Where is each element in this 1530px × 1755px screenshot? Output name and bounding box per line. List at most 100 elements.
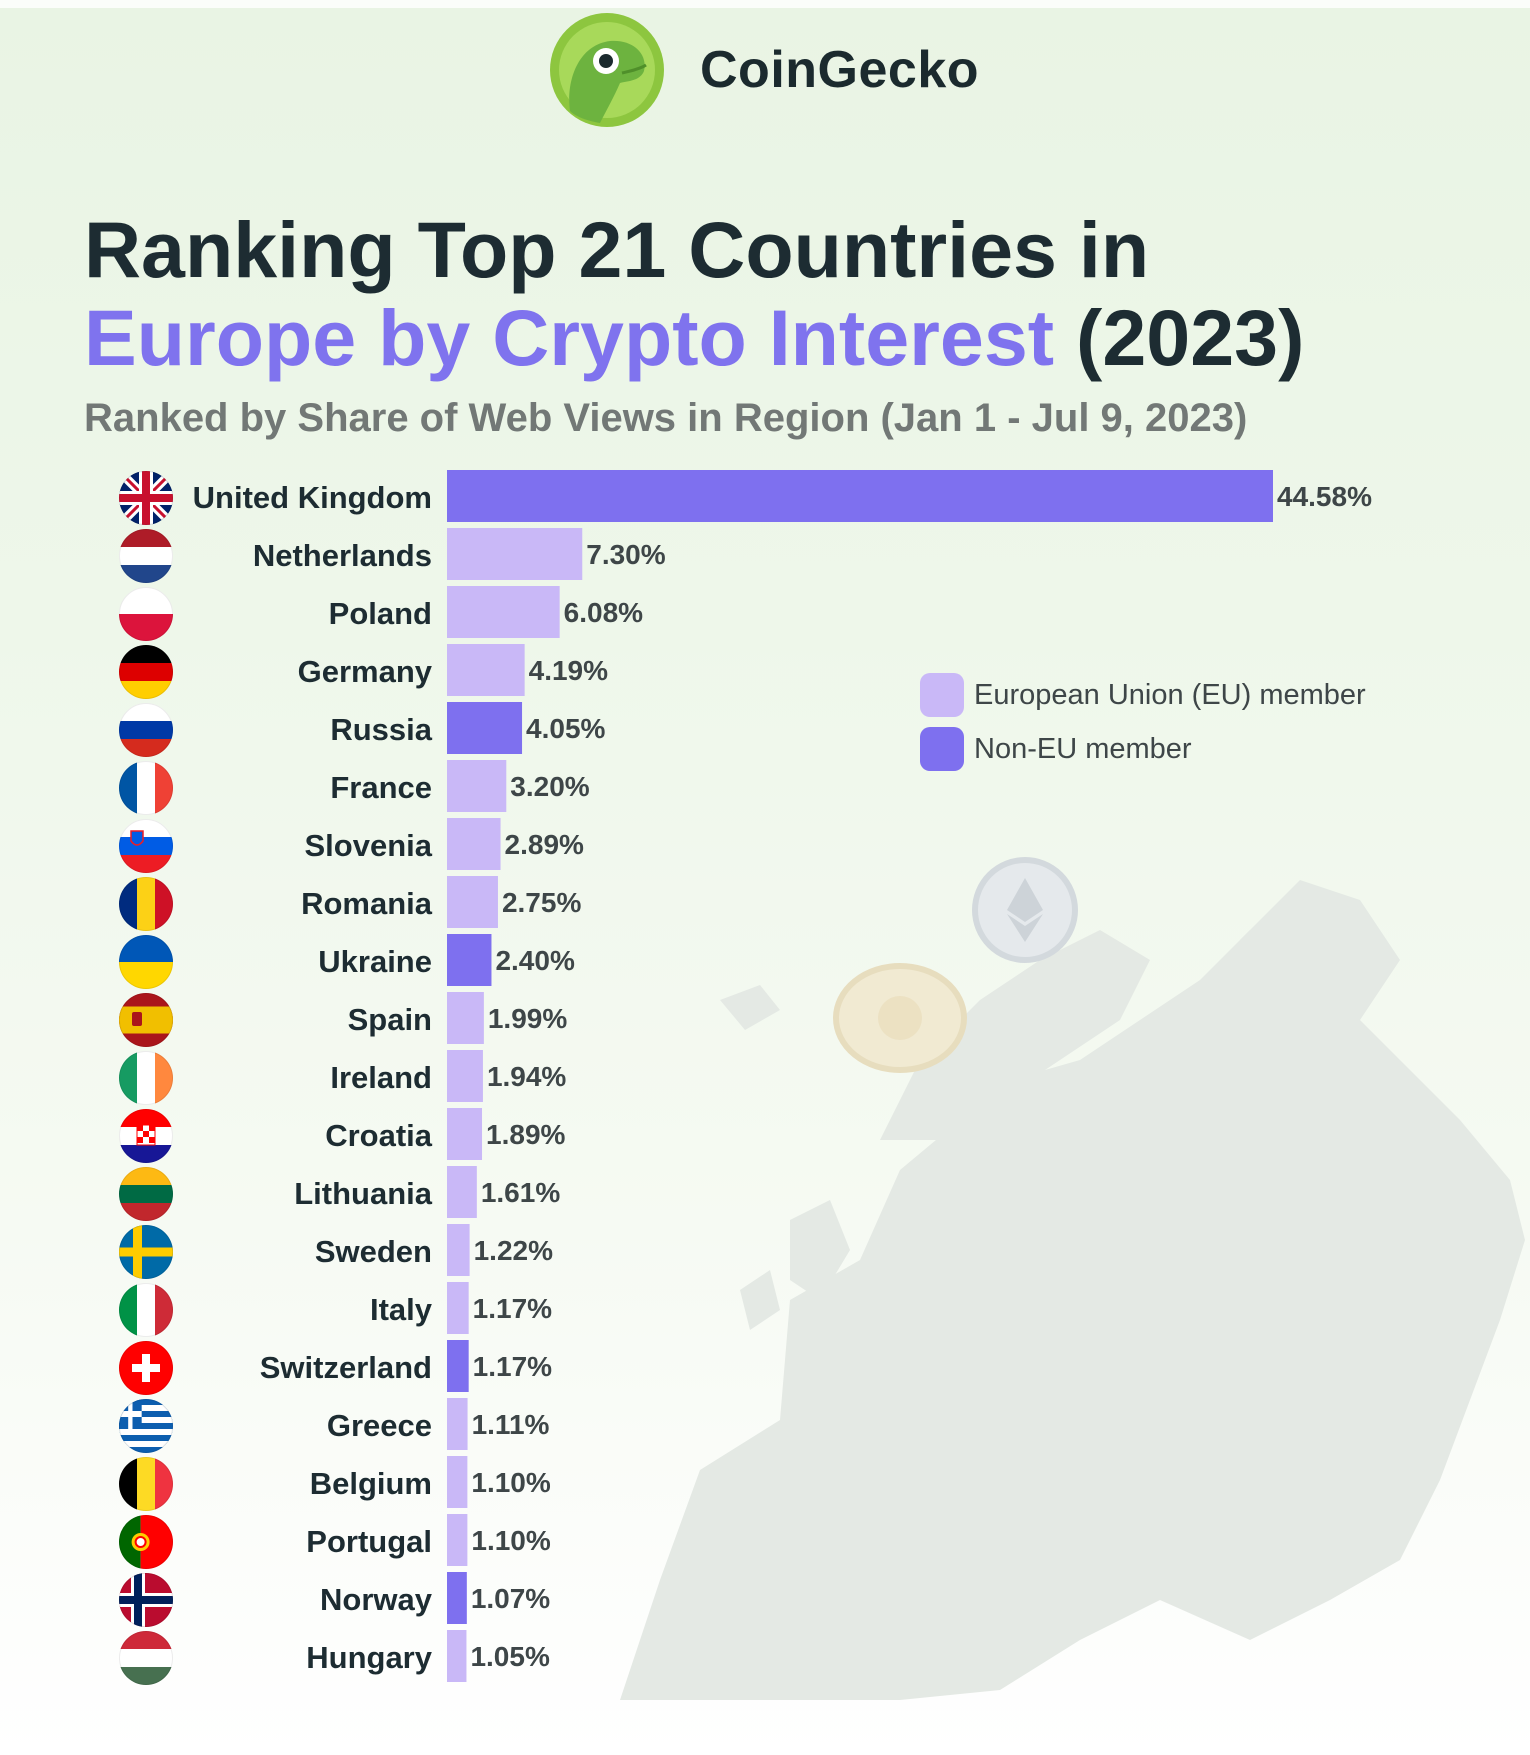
category-label-switzerland: Switzerland [260,1350,432,1385]
bar-italy [447,1282,469,1334]
top-border [0,0,1530,8]
category-label-ireland: Ireland [330,1060,432,1095]
value-label-croatia: 1.89% [486,1119,565,1150]
value-label-netherlands: 7.30% [586,539,665,570]
legend-swatch-eu [920,673,964,717]
ireland-flag-icon [119,1051,173,1105]
bitcoin-coin-icon [833,963,967,1073]
russia-flag-icon [119,703,173,757]
netherlands-flag-icon [119,529,173,583]
value-label-greece: 1.11% [472,1409,550,1440]
ukraine-flag-icon-outline [119,935,173,989]
category-label-france: France [330,770,432,805]
legend-item-non-eu: Non-EU member [920,722,1366,776]
uk-flag-icon [119,471,173,525]
sweden-flag-icon-outline [119,1225,173,1279]
romania-flag-icon-outline [119,877,173,931]
value-label-spain: 1.99% [488,1003,567,1034]
bar-lithuania [447,1166,477,1218]
title-line-2-rest: (2023) [1054,293,1305,382]
legend-label-eu: European Union (EU) member [974,678,1366,711]
switzerland-flag-icon [119,1341,173,1395]
value-label-lithuania: 1.61% [481,1177,560,1208]
bar-romania [447,876,498,928]
spain-flag-icon-outline [119,993,173,1047]
value-label-germany: 4.19% [529,655,608,686]
category-label-netherlands: Netherlands [253,538,432,573]
category-label-belgium: Belgium [310,1466,432,1501]
bar-hungary [447,1630,467,1682]
switzerland-flag-icon-outline [119,1341,173,1395]
category-label-hungary: Hungary [306,1640,433,1675]
germany-flag-icon [119,645,173,699]
germany-flag-icon-outline [119,645,173,699]
category-label-portugal: Portugal [306,1524,432,1559]
bar-germany [447,644,525,696]
bar-russia [447,702,523,754]
category-label-russia: Russia [330,712,432,747]
category-label-united-kingdom: United Kingdom [193,480,432,515]
value-label-romania: 2.75% [502,887,581,918]
category-label-ukraine: Ukraine [318,944,432,979]
value-label-ukraine: 2.40% [495,945,574,976]
category-label-italy: Italy [370,1292,433,1327]
russia-flag-icon-outline [119,703,173,757]
title-line-2-accent: Europe by Crypto Interest [84,293,1055,382]
value-label-sweden: 1.22% [474,1235,553,1266]
value-label-belgium: 1.10% [471,1467,550,1498]
netherlands-flag-icon-outline [119,529,173,583]
bar-poland [447,586,560,638]
bar-switzerland [447,1340,469,1392]
bar-ireland [447,1050,483,1102]
bar-greece [447,1398,468,1450]
greece-flag-icon-outline [119,1399,173,1453]
value-label-norway: 1.07% [471,1583,550,1614]
category-label-greece: Greece [327,1408,432,1443]
croatia-flag-icon-outline [119,1109,173,1163]
gecko-logo-icon [550,13,664,127]
hungary-flag-icon [119,1631,173,1685]
slovenia-flag-icon [119,819,173,873]
chart-legend: European Union (EU) member Non-EU member [920,668,1366,776]
belgium-flag-icon-outline [119,1457,173,1511]
france-flag-icon [119,761,173,815]
value-label-russia: 4.05% [526,713,605,744]
chart-title: Ranking Top 21 Countries in Europe by Cr… [84,206,1304,382]
value-label-poland: 6.08% [564,597,643,628]
slovenia-flag-icon-outline [119,819,173,873]
france-flag-icon-outline [119,761,173,815]
title-line-1: Ranking Top 21 Countries in [84,205,1150,294]
legend-item-eu: European Union (EU) member [920,668,1366,722]
value-label-united-kingdom: 44.58% [1277,481,1372,512]
bar-france [447,760,507,812]
bar-croatia [447,1108,483,1160]
croatia-flag-icon [119,1109,173,1163]
ethereum-coin-icon [972,857,1078,963]
sweden-flag-icon [119,1225,173,1279]
uk-flag-icon-outline [119,471,173,525]
legend-swatch-non-eu [920,727,964,771]
italy-flag-icon-outline [119,1283,173,1337]
legend-label-non-eu: Non-EU member [974,732,1192,765]
norway-flag-icon-outline [119,1573,173,1627]
romania-flag-icon [119,877,173,931]
brand-name: CoinGecko [700,41,979,99]
category-label-norway: Norway [320,1582,433,1617]
bar-spain [447,992,484,1044]
value-label-hungary: 1.05% [470,1641,549,1672]
bar-netherlands [447,528,583,580]
brand-header: CoinGecko [548,6,979,134]
lithuania-flag-icon-outline [119,1167,173,1221]
hungary-flag-icon-outline [119,1631,173,1685]
norway-flag-icon [119,1573,173,1627]
category-label-poland: Poland [329,596,432,631]
category-label-slovenia: Slovenia [305,828,433,863]
category-label-romania: Romania [301,886,433,921]
chart-subtitle: Ranked by Share of Web Views in Region (… [84,396,1248,440]
category-label-spain: Spain [348,1002,432,1037]
portugal-flag-icon-outline [119,1515,173,1569]
value-label-ireland: 1.94% [487,1061,566,1092]
ireland-flag-icon-outline [119,1051,173,1105]
bar-norway [447,1572,467,1624]
